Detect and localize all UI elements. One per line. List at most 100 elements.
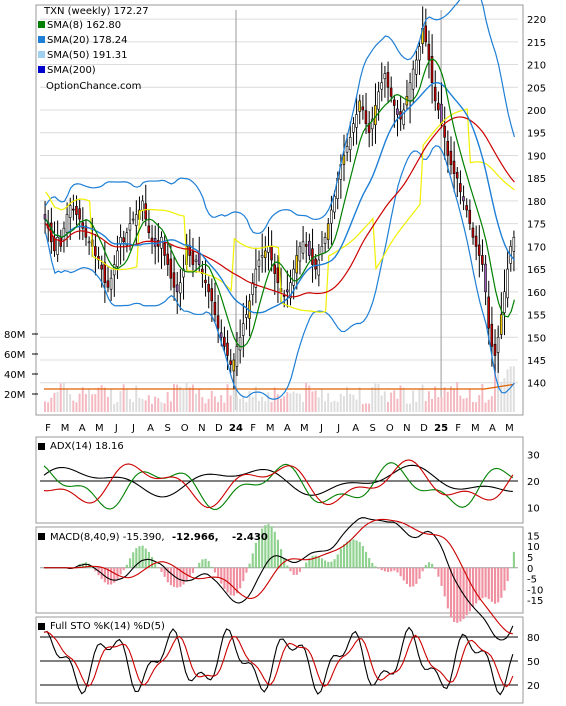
volume-bar bbox=[69, 394, 72, 412]
macd-title-part: MACD(8,40,9) -15.390, bbox=[50, 532, 165, 543]
macd-histogram-bar bbox=[248, 563, 251, 568]
candle bbox=[116, 250, 119, 267]
candle bbox=[235, 346, 239, 367]
volume-bar bbox=[188, 387, 191, 412]
indicator-tick-label: -10 bbox=[527, 585, 543, 596]
volume-bar bbox=[339, 393, 342, 412]
volume-bar bbox=[465, 397, 468, 412]
macd-histogram-bar bbox=[512, 551, 515, 568]
candle bbox=[484, 263, 487, 293]
sto-d-line bbox=[43, 631, 514, 688]
macd-histogram-bar bbox=[437, 567, 440, 577]
indicator-tick-label: 50 bbox=[527, 657, 540, 668]
candle bbox=[125, 232, 129, 246]
candle bbox=[68, 205, 72, 218]
volume-bar bbox=[336, 401, 339, 412]
candle bbox=[106, 280, 110, 288]
volume-bar bbox=[342, 396, 345, 412]
candle bbox=[226, 342, 229, 356]
candle bbox=[257, 259, 261, 267]
candle bbox=[197, 253, 201, 265]
candle bbox=[471, 227, 475, 238]
volume-bar bbox=[380, 395, 383, 412]
volume-bar bbox=[125, 388, 128, 412]
x-tick-label: M bbox=[61, 423, 70, 434]
volume-bar bbox=[324, 401, 326, 412]
indicator-tick-label: 10 bbox=[527, 542, 540, 553]
macd-histogram-bar bbox=[320, 558, 324, 568]
macd-histogram-bar bbox=[443, 567, 446, 597]
candle bbox=[512, 236, 516, 252]
candle bbox=[424, 25, 427, 43]
volume-bar bbox=[276, 394, 279, 412]
macd-histogram-bar bbox=[503, 567, 506, 591]
candle bbox=[459, 183, 462, 193]
volume-bar bbox=[173, 384, 175, 412]
volume-bar bbox=[349, 393, 352, 412]
volume-bar bbox=[462, 398, 465, 412]
sma20-line bbox=[44, 82, 515, 314]
macd-histogram-bar bbox=[402, 567, 405, 581]
macd-histogram-bar bbox=[393, 567, 396, 571]
volume-bar bbox=[427, 391, 430, 412]
sma50-line bbox=[45, 108, 515, 313]
candle bbox=[238, 336, 242, 351]
x-tick-label: D bbox=[420, 423, 428, 434]
bollinger-lower-line bbox=[44, 145, 515, 400]
volume-bar bbox=[239, 398, 242, 412]
x-tick-label: N bbox=[198, 423, 205, 434]
macd-histogram-bar bbox=[132, 552, 135, 568]
candle bbox=[348, 136, 352, 150]
volume-bar bbox=[135, 385, 138, 412]
price-candles bbox=[43, 6, 516, 389]
macd-histogram-bar bbox=[478, 567, 481, 601]
volume-bar bbox=[128, 398, 131, 412]
indicator-tick-label: -5 bbox=[527, 575, 537, 586]
macd-histogram-bar bbox=[427, 562, 431, 568]
chart-title: TXN (weekly) 172.27 bbox=[43, 6, 149, 17]
macd-histogram-bar bbox=[270, 526, 273, 568]
candle bbox=[273, 264, 276, 274]
macd-histogram-bar bbox=[273, 531, 276, 568]
volume-bar bbox=[235, 396, 238, 412]
y-tick-label: 150 bbox=[527, 333, 546, 344]
volume-bar bbox=[396, 398, 399, 412]
macd-histogram-bar bbox=[346, 541, 349, 568]
macd-histogram-bar bbox=[399, 567, 402, 577]
volume-bar bbox=[289, 393, 292, 412]
candle bbox=[292, 268, 295, 286]
volume-bar bbox=[377, 384, 380, 412]
macd-histogram-bar bbox=[103, 567, 106, 583]
candle bbox=[100, 264, 103, 270]
x-tick-label: M bbox=[95, 423, 104, 434]
candle bbox=[245, 314, 248, 318]
macd-histogram-bar bbox=[289, 567, 292, 572]
legend-swatch bbox=[38, 51, 45, 58]
macd-histogram-bar bbox=[481, 567, 484, 599]
candle bbox=[352, 123, 355, 133]
volume-bar bbox=[509, 366, 512, 412]
volume-bar bbox=[195, 393, 197, 412]
volume-bar bbox=[298, 393, 301, 412]
volume-bar bbox=[157, 398, 160, 412]
x-tick-label: J bbox=[319, 423, 323, 434]
macd-histogram-bar bbox=[336, 554, 339, 568]
volume-bar bbox=[361, 403, 364, 412]
volume-bar bbox=[53, 393, 56, 412]
candle bbox=[418, 46, 421, 61]
volume-bar bbox=[415, 401, 418, 412]
x-tick-label: J bbox=[336, 423, 340, 434]
volume-bar bbox=[97, 387, 100, 412]
plus-di-line bbox=[43, 462, 514, 511]
candle bbox=[455, 172, 459, 179]
y-tick-label: 205 bbox=[527, 83, 546, 94]
volume-bar bbox=[103, 387, 106, 412]
candle bbox=[342, 155, 346, 165]
macd-histogram-bar bbox=[204, 558, 207, 568]
macd-histogram-bar bbox=[453, 567, 456, 622]
candle bbox=[81, 222, 85, 229]
macd-histogram-bar bbox=[446, 567, 449, 609]
macd-histogram-bar bbox=[484, 567, 487, 598]
volume-bar bbox=[368, 403, 371, 412]
